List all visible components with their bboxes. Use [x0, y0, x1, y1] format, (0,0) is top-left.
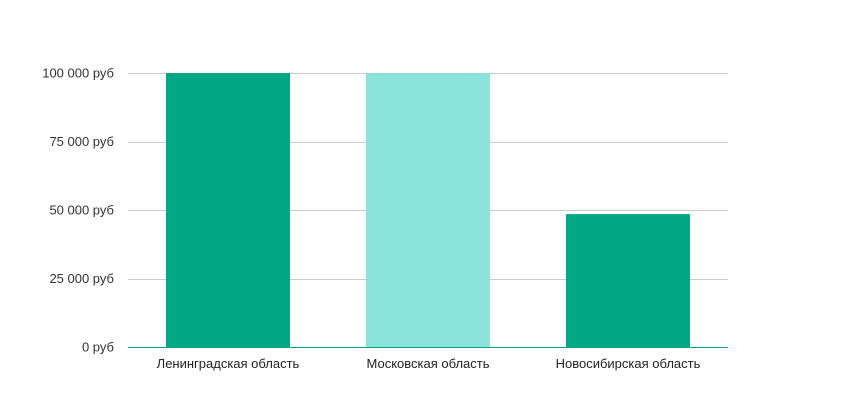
bar[interactable]	[166, 73, 290, 347]
y-tick-label: 25 000 руб	[49, 271, 114, 286]
x-axis-category-labels: Ленинградская область Московская область Н…	[157, 356, 701, 371]
x-category-label: Новосибирская область	[556, 356, 701, 371]
y-axis-tick-labels: 0 руб 25 000 руб 50 000 руб 75 000 руб 100 0…	[42, 66, 114, 355]
bar[interactable]	[566, 214, 690, 347]
y-tick-label: 100 000 руб	[42, 66, 114, 81]
y-tick-label: 75 000 руб	[49, 134, 114, 149]
bar[interactable]	[366, 73, 490, 347]
bars	[166, 73, 690, 347]
x-category-label: Московская область	[366, 356, 489, 371]
y-tick-label: 0 руб	[82, 340, 114, 355]
y-tick-label: 50 000 руб	[49, 203, 114, 218]
x-category-label: Ленинградская область	[157, 356, 300, 371]
